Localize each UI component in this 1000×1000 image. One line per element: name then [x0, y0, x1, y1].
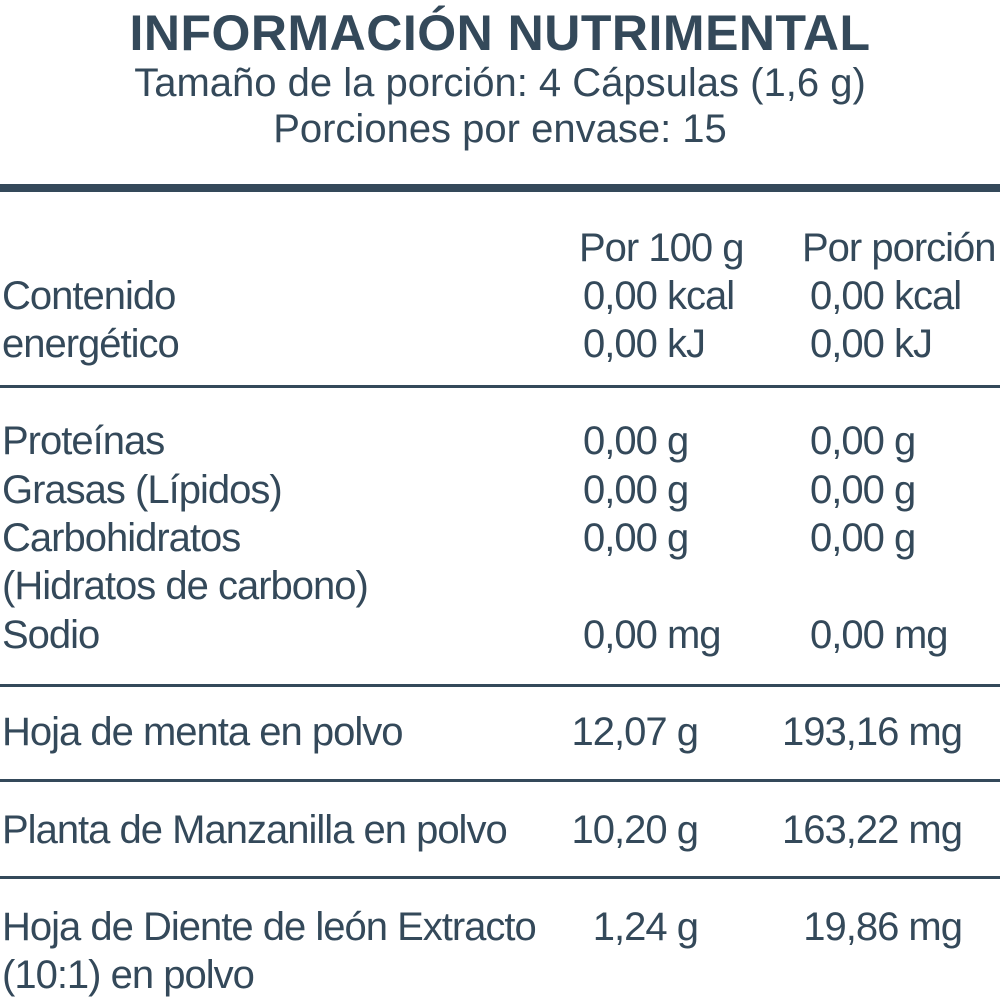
nutrient-label-fats: Grasas (Lípidos) — [2, 468, 283, 512]
header-divider — [0, 184, 1000, 192]
ingredient-dandelion-per-100g: 1,24 g — [592, 905, 699, 949]
ingredient-label-dandelion-line2: (10:1) en polvo — [2, 953, 255, 997]
energy-kj-per-100g: 0,00 kJ — [583, 322, 706, 366]
nutrient-label-proteins: Proteínas — [2, 419, 165, 463]
ingredient-label-chamomile: Planta de Manzanilla en polvo — [2, 808, 508, 852]
ingredient-dandelion-per-serving: 19,86 mg — [803, 905, 963, 949]
nutrient-label-carbohydrates: Carbohidratos — [2, 516, 241, 560]
ingredient-mint-leaf-per-serving: 193,16 mg — [781, 710, 963, 754]
nutrient-carbohydrates-per-serving: 0,00 g — [810, 516, 916, 560]
serving-size: Tamaño de la porción: 4 Cápsulas (1,6 g) — [134, 61, 866, 105]
nutrient-label-carbohydrates-line2: (Hidratos de carbono) — [2, 564, 369, 608]
nutrient-label-sodium: Sodio — [2, 613, 100, 657]
ingredient-chamomile-per-serving: 163,22 mg — [781, 808, 963, 852]
section-divider — [0, 779, 1000, 782]
energy-kcal-per-serving: 0,00 kcal — [810, 274, 962, 318]
column-header-per-serving: Por porción — [802, 226, 997, 270]
nutrient-fats-per-100g: 0,00 g — [583, 468, 689, 512]
column-header-per-100g: Por 100 g — [579, 226, 744, 270]
nutrient-carbohydrates-per-100g: 0,00 g — [583, 516, 689, 560]
ingredient-chamomile-per-100g: 10,20 g — [571, 808, 699, 852]
energy-label-line1: Contenido — [2, 274, 176, 318]
nutrient-proteins-per-100g: 0,00 g — [583, 419, 689, 463]
section-divider — [0, 385, 1000, 388]
label-title: INFORMACIÓN NUTRIMENTAL — [129, 5, 871, 61]
nutrient-sodium-per-serving: 0,00 mg — [810, 613, 949, 657]
energy-label-line2: energético — [2, 322, 180, 366]
nutrient-sodium-per-100g: 0,00 mg — [583, 613, 722, 657]
servings-per-container: Porciones por envase: 15 — [273, 107, 727, 151]
energy-kj-per-serving: 0,00 kJ — [810, 322, 933, 366]
ingredient-label-mint-leaf: Hoja de menta en polvo — [2, 710, 403, 754]
ingredient-label-dandelion: Hoja de Diente de león Extracto — [2, 905, 537, 949]
energy-kcal-per-100g: 0,00 kcal — [583, 274, 735, 318]
section-divider — [0, 684, 1000, 687]
nutrient-fats-per-serving: 0,00 g — [810, 468, 916, 512]
nutrient-proteins-per-serving: 0,00 g — [810, 419, 916, 463]
ingredient-mint-leaf-per-100g: 12,07 g — [571, 710, 699, 754]
section-divider — [0, 876, 1000, 879]
